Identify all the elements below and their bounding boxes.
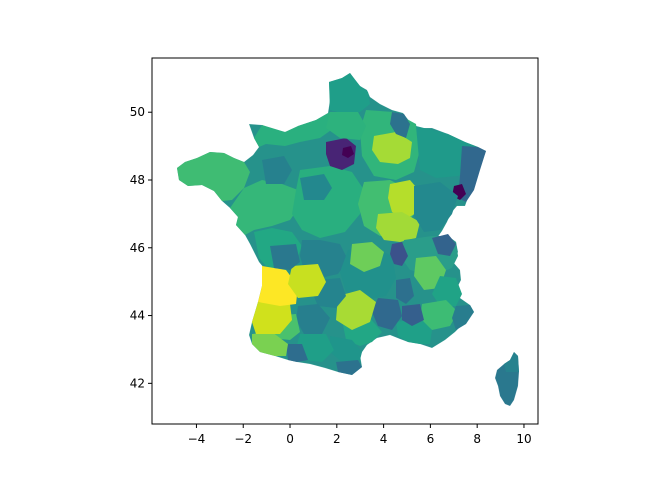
region-pyrenees-orientales (336, 360, 362, 375)
region-ardeche (396, 278, 414, 304)
region-normandie (254, 112, 334, 147)
region-dordogne (288, 264, 326, 298)
region-ariege (286, 344, 308, 362)
y-tick-label: 44 (130, 309, 145, 323)
y-tick-label: 42 (130, 376, 145, 390)
region-picardie (329, 73, 370, 114)
region-charente (270, 244, 300, 270)
region-tarn-et-garonne (296, 304, 330, 334)
region-marne (372, 132, 412, 164)
region-cote-dor (388, 180, 422, 220)
y-axis: 42 44 46 48 50 (130, 105, 152, 390)
axes-frame (151, 57, 539, 425)
region-rhone (390, 242, 408, 266)
region-sarthe (262, 156, 292, 184)
region-aude (330, 336, 362, 362)
region-var (420, 300, 458, 330)
region-somme (326, 112, 366, 140)
region-bouches-du-rhone (396, 318, 432, 344)
region-alsace (458, 146, 486, 202)
region-ile-de-france-ring (326, 138, 356, 170)
region-alpes-maritimes (452, 305, 474, 330)
y-tick-label: 46 (130, 241, 145, 255)
x-tick-label: 6 (427, 432, 435, 446)
x-tick-label: −2 (234, 432, 252, 446)
region-landes (252, 302, 292, 334)
region-meuse (390, 112, 410, 138)
region-allier (350, 242, 384, 272)
x-tick-label: 10 (516, 432, 531, 446)
region-haute-savoie (432, 234, 456, 256)
region-aveyron (336, 290, 376, 330)
x-tick-label: 0 (286, 432, 294, 446)
corsica-north (504, 352, 519, 372)
region-alpes (432, 276, 462, 306)
region-gironde (258, 266, 298, 306)
x-tick-label: 2 (333, 432, 341, 446)
region-pays-de-loire (230, 180, 300, 235)
region-saone-et-loire (376, 212, 420, 242)
region-gard (372, 298, 402, 330)
region-franche-comte (414, 182, 458, 232)
y-tick-label: 50 (130, 105, 145, 119)
region-loiret (300, 174, 332, 200)
region-bretagne (177, 152, 250, 201)
map-layer (176, 72, 520, 407)
region-pyrenees-atlantiques (252, 332, 288, 356)
x-tick-label: 8 (473, 432, 481, 446)
region-paris (342, 146, 354, 158)
y-tick-label: 48 (130, 173, 145, 187)
region-vaucluse (402, 304, 424, 326)
x-tick-label: −4 (188, 432, 206, 446)
x-tick-label: 4 (380, 432, 388, 446)
x-axis: −4 −2 0 2 4 6 8 10 (188, 424, 532, 446)
